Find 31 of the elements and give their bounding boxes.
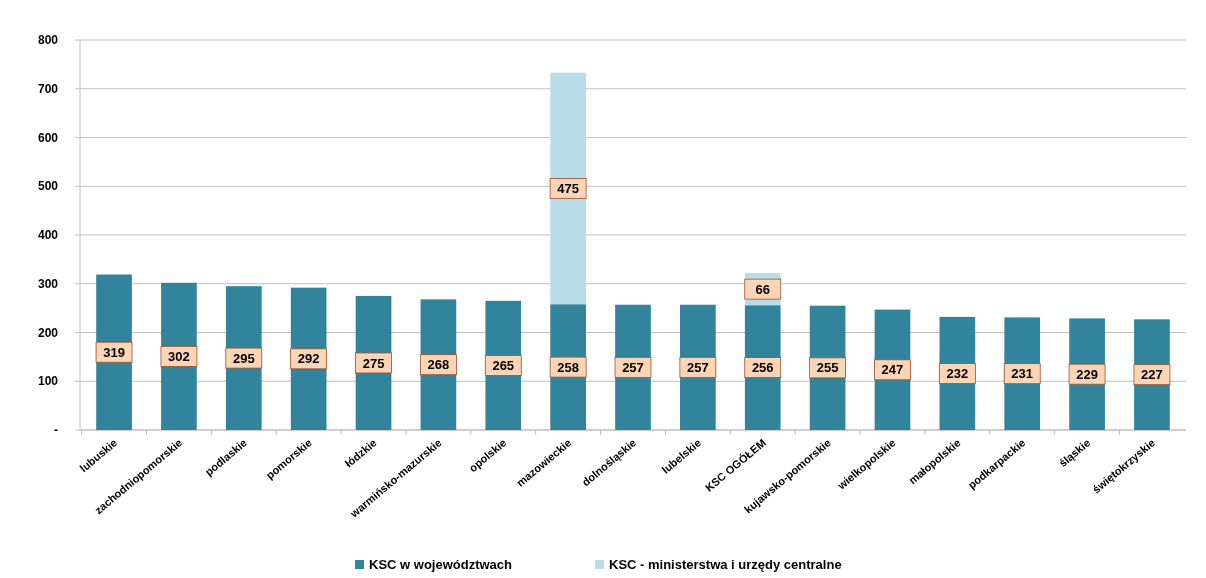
data-label: 232 xyxy=(946,366,969,381)
data-label: 227 xyxy=(1141,367,1163,383)
data-label: 295 xyxy=(232,350,255,366)
data-label: 265 xyxy=(492,357,515,373)
data-label: 268 xyxy=(427,357,450,373)
y-tick-label: 500 xyxy=(37,179,59,194)
data-label: 258 xyxy=(557,359,579,375)
data-label: 302 xyxy=(168,348,190,364)
data-label: 319 xyxy=(103,344,125,360)
y-tick-label: 600 xyxy=(37,130,59,145)
data-label: 255 xyxy=(816,360,839,376)
data-label: 275 xyxy=(362,355,385,371)
y-tick-label: 200 xyxy=(37,325,59,340)
data-label: 229 xyxy=(1076,366,1098,382)
y-tick-label: 400 xyxy=(37,228,59,243)
y-tick-label: 800 xyxy=(37,33,59,48)
data-label: 475 xyxy=(557,180,579,196)
y-tick-label: - xyxy=(54,423,58,438)
data-label: 257 xyxy=(687,359,709,375)
y-tick-label: 700 xyxy=(37,81,59,96)
data-label: 247 xyxy=(881,362,904,378)
y-tick-label: 300 xyxy=(37,276,59,291)
legend-label: KSC w województwach xyxy=(369,557,513,572)
data-label: 292 xyxy=(297,351,320,367)
bar xyxy=(550,72,586,305)
data-label: 231 xyxy=(1011,366,1034,382)
legend-label: KSC - ministerstwa i urzędy centralne xyxy=(609,557,842,572)
data-label: 256 xyxy=(751,360,774,376)
data-label: 257 xyxy=(622,359,644,375)
data-label: 66 xyxy=(755,281,770,297)
y-tick-label: 100 xyxy=(37,374,59,389)
